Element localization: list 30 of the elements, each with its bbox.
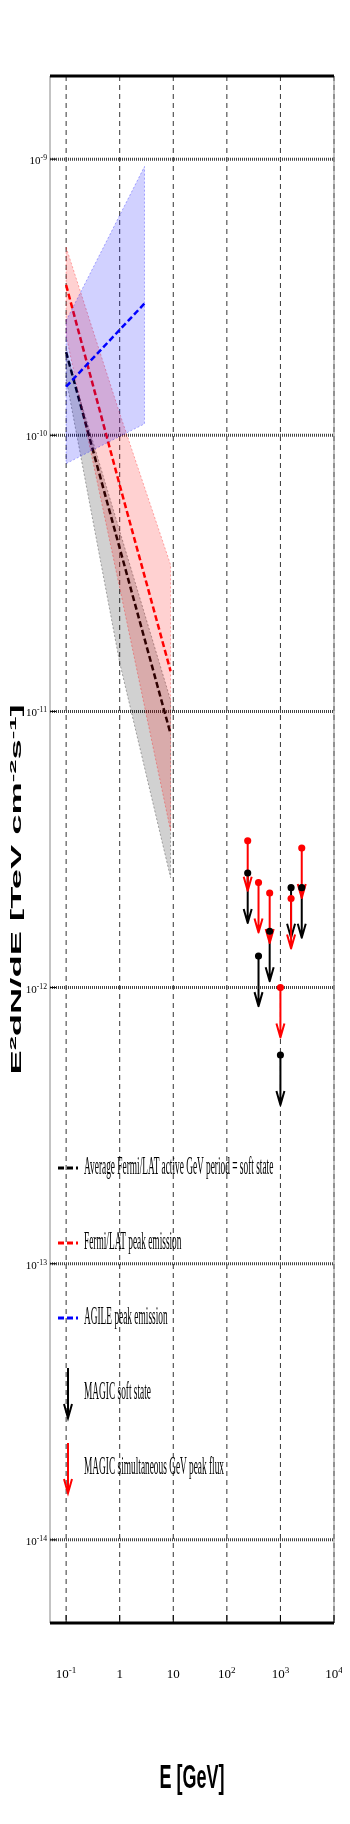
- legend-label: Fermi/LAT peak emission: [84, 1226, 182, 1255]
- point: [266, 927, 274, 935]
- legend-label: MAGIC soft state: [84, 1376, 151, 1405]
- point: [254, 879, 263, 887]
- point: [298, 884, 306, 892]
- point: [244, 869, 252, 877]
- legend-label: MAGIC simultaneous GeV peak flux: [84, 1451, 225, 1480]
- point: [276, 1051, 284, 1059]
- x-tick-label: 10$^{2}$: [218, 1665, 237, 1681]
- legend-label: AGILE peak emission: [84, 1301, 168, 1330]
- x-tick-label: 10$^{4}$: [325, 1665, 344, 1681]
- point: [244, 837, 252, 845]
- y-tick-label: 10$^{-14}$: [25, 1533, 48, 1547]
- y-tick-label: 10$^{-10}$: [25, 428, 48, 443]
- point: [287, 895, 295, 903]
- y-tick-label: 10$^{-11}$: [26, 704, 48, 719]
- point: [266, 889, 274, 897]
- point: [254, 952, 263, 960]
- y-tick-label: 10$^{-9}$: [29, 152, 48, 167]
- x-tick-label: 10$^{-1}$: [55, 1665, 77, 1681]
- x-axis-title: E [GeV]: [159, 1758, 225, 1796]
- legend-label: Average Fermi/LAT active GeV period = soft state: [84, 1151, 274, 1180]
- point: [298, 844, 306, 852]
- y-tick-label: 10$^{-12}$: [25, 981, 48, 995]
- x-tick-label: 1: [116, 1666, 123, 1681]
- point: [287, 884, 295, 892]
- point: [276, 984, 284, 992]
- x-tick-label: 10: [166, 1666, 180, 1681]
- x-tick-label: 10$^{3}$: [271, 1665, 290, 1681]
- y-tick-label: 10$^{-13}$: [25, 1257, 48, 1271]
